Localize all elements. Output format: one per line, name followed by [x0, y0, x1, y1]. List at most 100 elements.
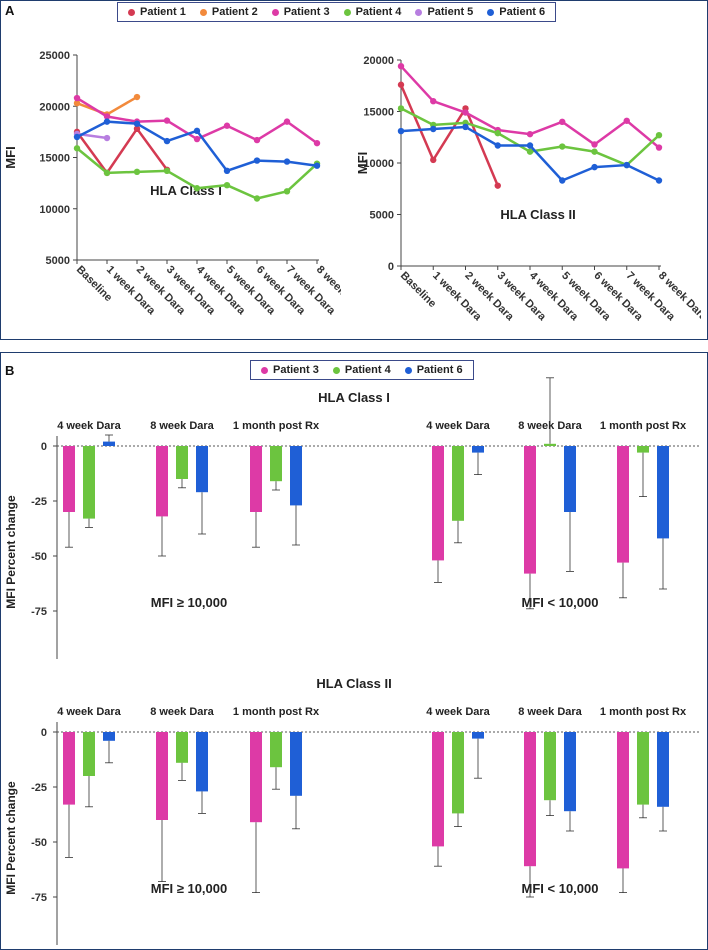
chart-title: HLA Class I — [318, 390, 390, 405]
data-point-patient-4 — [559, 143, 566, 150]
chart-title: HLA Class II — [500, 207, 575, 222]
y-tick-label: -25 — [31, 496, 47, 508]
bar-patient-3 — [617, 446, 629, 563]
bar-patient-4 — [270, 732, 282, 768]
legend-item-patient-6: Patient 6 — [487, 6, 545, 18]
category-label: 8 week Dara — [518, 420, 582, 432]
bar-patient-4 — [637, 446, 649, 453]
bar-patient-6 — [564, 446, 576, 512]
legend-label: Patient 4 — [344, 364, 391, 376]
bar-patient-3 — [63, 446, 75, 512]
data-point-patient-3 — [526, 130, 534, 138]
legend-marker-icon — [343, 8, 351, 16]
data-point-patient-4 — [223, 181, 231, 189]
bar-patient-6 — [103, 441, 115, 446]
data-point-patient-4 — [103, 169, 111, 177]
y-tick-label: 5000 — [370, 210, 394, 222]
legend-item-patient-3: Patient 3 — [271, 6, 330, 18]
y-axis-label: MFI Percent change — [4, 495, 18, 609]
data-point-patient-6 — [430, 125, 437, 133]
data-point-patient-6 — [73, 133, 81, 141]
data-point-patient-1 — [430, 156, 437, 164]
legend-label: Patient 5 — [427, 6, 474, 18]
category-label: 8 week Dara — [150, 706, 214, 718]
data-point-patient-6 — [559, 177, 566, 184]
panel-a: A Patient 1 Patient 2 Patient 3 Patient 4 Pa… — [0, 0, 708, 340]
chart-title: HLA Class II — [316, 676, 391, 691]
bar-patient-6 — [564, 732, 576, 812]
legend-item-patient-1: Patient 1 — [128, 6, 186, 18]
data-point-patient-4 — [193, 185, 201, 192]
series-line-patient-1 — [75, 127, 169, 175]
y-axis-label: MFI Percent change — [4, 781, 18, 895]
bar-patient-3 — [156, 446, 168, 517]
bar-patient-4 — [544, 732, 556, 801]
bar-patient-3 — [524, 732, 536, 867]
bar-patient-4 — [176, 732, 188, 763]
data-point-patient-6 — [103, 118, 111, 125]
legend-marker-icon — [271, 8, 279, 16]
category-label: 1 month post Rx — [600, 706, 687, 718]
data-point-patient-3 — [655, 144, 663, 151]
legend-marker-icon — [199, 8, 207, 16]
data-point-patient-3 — [283, 118, 291, 125]
category-label: 4 week Dara — [57, 420, 121, 432]
category-label: 4 week Dara — [57, 706, 121, 718]
y-tick-label: -25 — [31, 782, 47, 794]
data-point-patient-4 — [494, 129, 501, 137]
data-point-patient-6 — [397, 127, 405, 135]
legend-label: Patient 3 — [273, 364, 319, 376]
data-point-patient-6 — [462, 123, 469, 131]
y-tick-label: 0 — [388, 261, 394, 273]
legend-item-patient-3: Patient 3 — [261, 364, 319, 376]
bar-patient-3 — [156, 732, 168, 820]
legend-marker-icon — [487, 8, 495, 16]
bar-patient-3 — [63, 732, 75, 805]
data-point-patient-6 — [494, 142, 501, 149]
data-point-patient-6 — [591, 163, 598, 171]
legend-label: Patient 4 — [355, 6, 402, 18]
data-point-patient-1 — [397, 81, 405, 88]
data-point-patient-4 — [591, 148, 598, 155]
bar-patient-4 — [83, 732, 95, 776]
legend-marker-icon — [332, 366, 340, 374]
category-label: 4 week Dara — [426, 420, 490, 432]
data-point-patient-4 — [655, 131, 663, 139]
y-tick-label: 5000 — [46, 255, 70, 267]
legend-label: Patient 1 — [140, 6, 186, 18]
series-line-patient-1 — [399, 84, 499, 187]
legend-marker-icon — [128, 8, 135, 16]
y-axis-label: MFI — [3, 146, 18, 168]
legend-panel-a: Patient 1 Patient 2 Patient 3 Patient 4 Pati… — [117, 2, 557, 22]
bar-patient-6 — [290, 732, 302, 796]
data-point-patient-6 — [253, 157, 261, 164]
data-point-patient-6 — [163, 137, 171, 145]
data-point-patient-6 — [526, 142, 534, 149]
y-tick-label: -75 — [31, 892, 47, 904]
bar-patient-4 — [637, 732, 649, 805]
y-tick-label: 0 — [41, 441, 47, 453]
data-point-patient-6 — [223, 167, 231, 175]
data-point-patient-3 — [253, 136, 261, 144]
legend-label: Patient 3 — [283, 6, 330, 18]
y-tick-label: 0 — [41, 727, 47, 739]
data-point-patient-2 — [73, 99, 81, 107]
bar-patient-3 — [524, 446, 536, 574]
data-point-patient-3 — [193, 135, 201, 143]
legend-item-patient-5: Patient 5 — [415, 6, 473, 18]
bar-patient-3 — [432, 732, 444, 847]
category-label: 1 month post Rx — [233, 420, 320, 432]
panel-a-label: A — [5, 3, 15, 18]
data-point-patient-3 — [397, 62, 405, 70]
legend-item-patient-6: Patient 6 — [404, 364, 463, 376]
data-point-patient-6 — [283, 158, 291, 165]
data-point-patient-6 — [193, 127, 201, 135]
data-point-patient-2 — [133, 93, 141, 101]
y-axis-label: MFI — [355, 152, 370, 174]
group-label: MFI ≥ 10,000 — [151, 881, 228, 896]
data-point-patient-3 — [559, 118, 566, 126]
legend-marker-icon — [415, 8, 423, 16]
bar-patient-6 — [657, 446, 669, 539]
